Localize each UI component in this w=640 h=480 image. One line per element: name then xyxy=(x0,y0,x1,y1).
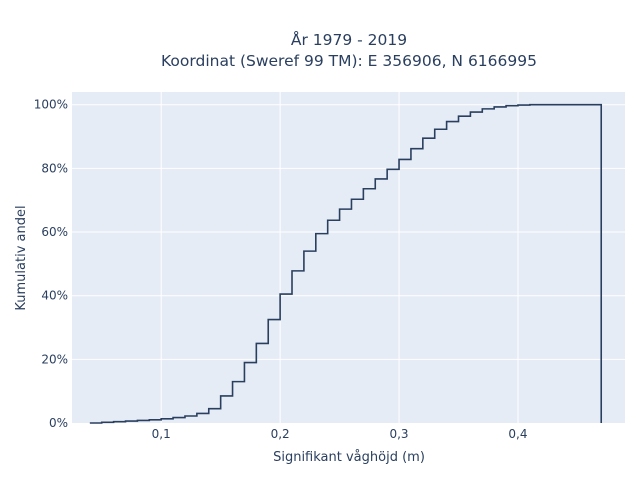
y-tick-label: 40% xyxy=(41,289,68,303)
y-tick-label: 20% xyxy=(41,352,68,366)
x-axis-title: Signifikant våghöjd (m) xyxy=(273,450,425,465)
cumulative-step-line xyxy=(89,103,603,424)
y-axis-title: Kumulativ andel xyxy=(14,205,29,310)
y-tick-label: 100% xyxy=(34,98,68,112)
x-tick-label: 0,4 xyxy=(508,427,527,441)
chart-title-line1: År 1979 - 2019 xyxy=(291,30,407,49)
tick-labels: 0,1 0,2 0,3 0,4 0% 20% 40% 60% 80% 100% xyxy=(34,98,528,441)
x-tick-label: 0,1 xyxy=(152,427,171,441)
x-tick-label: 0,2 xyxy=(271,427,290,441)
y-tick-label: 60% xyxy=(41,225,68,239)
x-tick-label: 0,3 xyxy=(389,427,408,441)
y-tick-label: 80% xyxy=(41,161,68,175)
y-tick-label: 0% xyxy=(49,416,68,430)
chart-title-line2: Koordinat (Sweref 99 TM): E 356906, N 61… xyxy=(161,52,537,70)
plot-area xyxy=(72,92,625,423)
